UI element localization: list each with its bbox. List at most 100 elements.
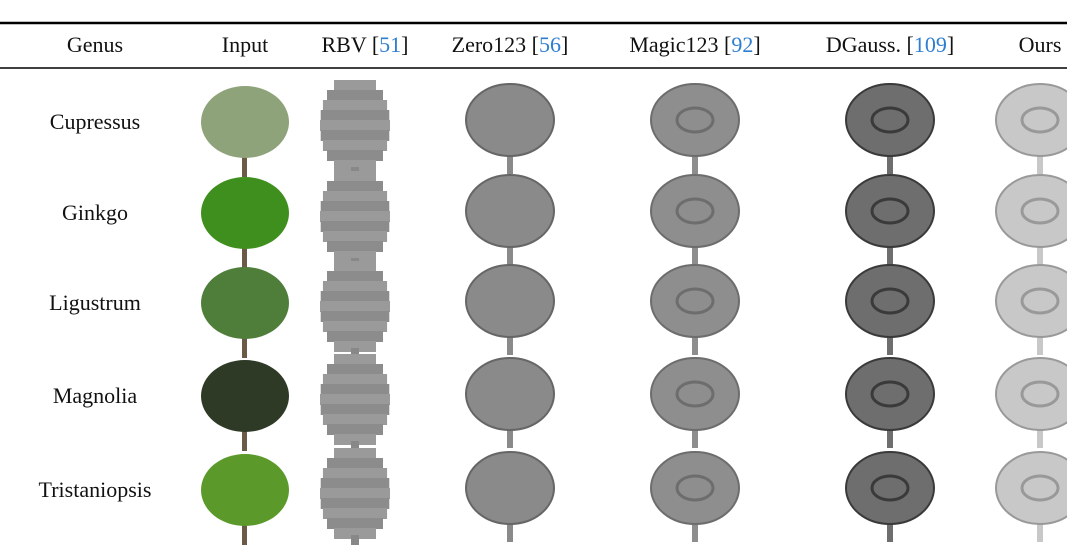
block-trunk — [351, 441, 359, 451]
block — [334, 434, 376, 445]
mesh-detail — [870, 380, 910, 408]
block — [322, 281, 388, 292]
mesh-detail — [870, 197, 910, 225]
input-tree — [201, 454, 289, 526]
header-text: ] — [561, 32, 568, 57]
block — [320, 311, 390, 322]
block — [320, 201, 390, 212]
block — [327, 424, 383, 435]
mesh-crown — [465, 83, 555, 157]
column-header: DGauss. [109] — [826, 32, 954, 57]
mesh-crown — [650, 174, 740, 248]
header-text: ] — [401, 32, 408, 57]
block — [320, 478, 390, 489]
mesh-trunk — [507, 142, 513, 174]
mesh-crown — [465, 174, 555, 248]
column-header: Ours — [1019, 32, 1062, 57]
citation: 92 — [731, 32, 753, 57]
mesh-trunk — [507, 416, 513, 448]
citation: 51 — [379, 32, 401, 57]
mesh-crown — [650, 83, 740, 157]
block — [334, 80, 376, 91]
block — [334, 354, 376, 365]
input-tree — [201, 86, 289, 158]
block — [327, 331, 383, 342]
mesh-trunk — [1037, 510, 1043, 542]
block — [320, 488, 390, 499]
header-text: Ours — [1019, 32, 1062, 57]
block — [334, 341, 376, 352]
block — [334, 528, 376, 539]
mesh-crown — [465, 357, 555, 431]
column-header: Magic123 [92] — [629, 32, 760, 57]
block — [327, 518, 383, 529]
header-text: ] — [753, 32, 760, 57]
mesh-trunk — [692, 323, 698, 355]
citation: 109 — [914, 32, 947, 57]
input-tree — [201, 177, 289, 249]
genus-label: Ginkgo — [62, 200, 128, 225]
mesh-crown — [465, 451, 555, 525]
block — [320, 120, 390, 131]
mesh-trunk — [507, 233, 513, 265]
mesh-trunk — [887, 510, 893, 542]
column-header: Input — [222, 32, 268, 57]
block — [334, 171, 376, 182]
header-text: Input — [222, 32, 268, 57]
header-text: Magic123 [ — [629, 32, 731, 57]
mesh-detail — [1020, 474, 1060, 502]
block — [320, 301, 390, 312]
mesh-trunk — [887, 142, 893, 174]
mesh-detail — [870, 474, 910, 502]
block — [320, 221, 390, 232]
mesh-crown — [465, 264, 555, 338]
mesh-detail — [675, 287, 715, 315]
block — [320, 130, 390, 141]
mesh-detail — [675, 106, 715, 134]
block — [334, 251, 376, 262]
column-header: RBV [51] — [322, 32, 409, 57]
mesh-trunk — [887, 233, 893, 265]
block — [322, 140, 388, 151]
column-header: Zero123 [56] — [452, 32, 569, 57]
mesh-trunk — [1037, 416, 1043, 448]
mesh-trunk — [1037, 323, 1043, 355]
block — [334, 261, 376, 272]
column-header: Genus — [67, 32, 123, 57]
rbv-shape — [320, 261, 390, 358]
mesh-trunk — [692, 510, 698, 542]
mesh-crown — [845, 174, 935, 248]
mesh-crown — [650, 451, 740, 525]
header-text: Zero123 [ — [452, 32, 539, 57]
mesh-trunk — [887, 323, 893, 355]
genus-label: Ligustrum — [49, 290, 141, 315]
block — [322, 508, 388, 519]
block — [327, 271, 383, 282]
header-text: Genus — [67, 32, 123, 57]
block — [320, 498, 390, 509]
mesh-crown — [995, 264, 1067, 338]
genus-label: Magnolia — [53, 383, 138, 408]
block — [334, 448, 376, 459]
mesh-crown — [995, 357, 1067, 431]
header-text: ] — [947, 32, 954, 57]
mesh-trunk — [692, 416, 698, 448]
block-trunk — [351, 535, 359, 545]
block — [320, 384, 390, 395]
mesh-crown — [845, 264, 935, 338]
block — [327, 150, 383, 161]
rbv-shape — [320, 354, 390, 451]
mesh-detail — [675, 197, 715, 225]
block — [334, 160, 376, 171]
block — [327, 90, 383, 101]
header-row: Genus Input RBV [51] Zero123 [56] Magic123 [… — [67, 32, 1062, 57]
block — [320, 110, 390, 121]
block — [322, 231, 388, 242]
block — [322, 468, 388, 479]
mesh-trunk — [507, 510, 513, 542]
mesh-crown — [650, 357, 740, 431]
block — [327, 181, 383, 192]
mesh-detail — [870, 106, 910, 134]
rbv-shape — [320, 80, 390, 177]
